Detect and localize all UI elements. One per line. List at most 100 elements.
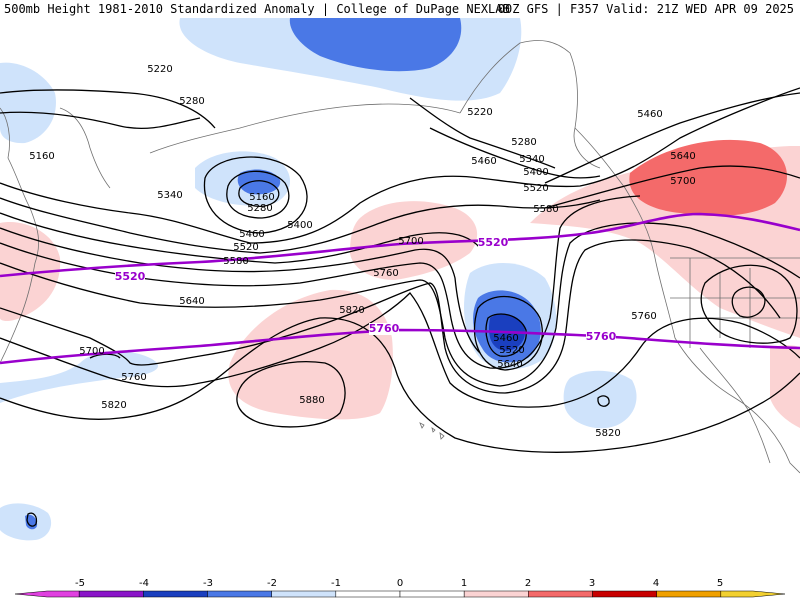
scale-seg-min [14,590,80,598]
contour-label: 5820 [101,400,126,411]
anomaly-neg1-sw [0,503,52,541]
contour-label: 5880 [299,395,324,406]
contour-label: 5640 [670,151,695,162]
scale-svg: -5 -4 -3 -2 -1 0 1 2 3 4 5 [14,578,786,598]
contour-label: 5340 [157,190,182,201]
contour-5400 [0,197,601,254]
contour-5700-east [731,286,766,318]
contour-5280-low [203,156,308,234]
contour-5520-cutoff [473,295,543,371]
purple-contour-5520 [0,212,800,278]
scale-tick-label: 3 [589,578,595,589]
contour-label: 5520 [523,183,548,194]
purple-label-bg [115,271,145,283]
contour-label: 5340 [519,154,544,165]
state-lines [670,257,800,348]
scale-tick-label: -2 [267,578,277,589]
anomaly-color-scale: -5 -4 -3 -2 -1 0 1 2 3 4 5 [0,576,800,600]
scale-tick-label: -1 [331,578,341,589]
contour-label: 5760 [373,268,398,279]
contour-label: 5820 [339,305,364,316]
contour-label: 5520 [499,345,524,356]
contour-label: 5400 [523,167,548,178]
scale-seg [399,590,465,598]
anomaly-pos1-north-ridge [350,201,478,280]
contour-5520 [0,165,800,354]
coast-kamchatka [59,107,111,189]
scale-tick-label: 1 [461,578,467,589]
scale-seg-max [720,590,786,598]
coast-baja [699,347,771,464]
height-contours [0,87,800,527]
contour-5760-sw-small [26,512,38,527]
contour-5760-east-small [597,395,610,407]
contour-label: 5460 [493,333,518,344]
scale-tick-label: -4 [139,578,149,589]
contour-label: 5460 [239,229,264,240]
contour-label: 5580 [533,204,558,215]
contour-5880 [236,361,346,428]
scale-seg [463,590,529,598]
contour-5160-low [238,180,280,207]
purple-contours [0,212,800,365]
scale-seg [656,590,722,598]
purple-contour-label: 5760 [586,330,617,343]
map-panel: 5220 5280 5160 5340 5160 5280 5400 5460 5520 5580… [0,18,800,576]
contour-5220-low [226,170,290,219]
contour-5340 [0,87,800,244]
coast-asia [0,107,40,364]
contour-label: 5400 [287,220,312,231]
contour-5760 [0,292,800,408]
coast-aleutians [149,103,461,154]
scale-ticks: -5 -4 -3 -2 -1 0 1 2 3 4 5 [75,578,723,589]
purple-label-bg [478,237,508,249]
anomaly-neg1-east [563,370,637,429]
contour-label: 5700 [670,176,695,187]
contour-label: 5760 [631,311,656,322]
hawaii [419,422,445,440]
purple-label-bg [369,323,399,335]
scale-tick-label: 4 [653,578,659,589]
contour-label: 5640 [179,296,204,307]
map-title: 500mb Height 1981-2010 Standardized Anom… [4,2,510,16]
contour-5580 [0,195,641,369]
contour-label: 5220 [147,64,172,75]
scale-tick-label: -5 [75,578,85,589]
header-bar: 500mb Height 1981-2010 Standardized Anom… [0,0,800,18]
contour-5640-east [700,264,798,344]
scale-seg [271,590,337,598]
contour-label: 5220 [467,107,492,118]
contour-5700 [0,239,781,394]
scale-tick-label: -3 [203,578,213,589]
contour-label: 5460 [637,109,662,120]
contour-5460 [0,92,800,264]
purple-label-bg [586,331,616,343]
contour-label: 5820 [595,428,620,439]
contour-5460-cutoff [485,313,527,357]
contour-label: 5640 [497,359,522,370]
scale-tick-label: 5 [717,578,723,589]
anomaly-neg2-ne-pacific [237,169,281,195]
contour-label: 5580 [223,256,248,267]
anomaly-neg2-aleutian [289,18,462,72]
scale-seg [207,590,272,598]
scale-seg [78,590,144,598]
contour-label: 5700 [79,346,104,357]
contour-label: 5280 [179,96,204,107]
anomaly-pos2-ridge-west [629,139,787,216]
coast-alaska [459,40,601,169]
scale-seg [335,590,401,598]
contour-5220 [0,89,556,169]
scale-bar [14,590,786,598]
purple-contour-labels: 5520 5520 5760 5760 [115,236,617,343]
purple-contour-label: 5520 [115,270,146,283]
purple-contour-5760 [0,328,800,365]
contour-label: 5280 [247,203,272,214]
contour-label: 5700 [398,236,423,247]
anomaly-neg1-south [0,351,159,403]
anomaly-pos1-west [0,222,61,322]
contour-5280 [0,111,601,179]
anomaly-neg1-west [0,62,56,144]
contour-5640 [0,222,800,387]
